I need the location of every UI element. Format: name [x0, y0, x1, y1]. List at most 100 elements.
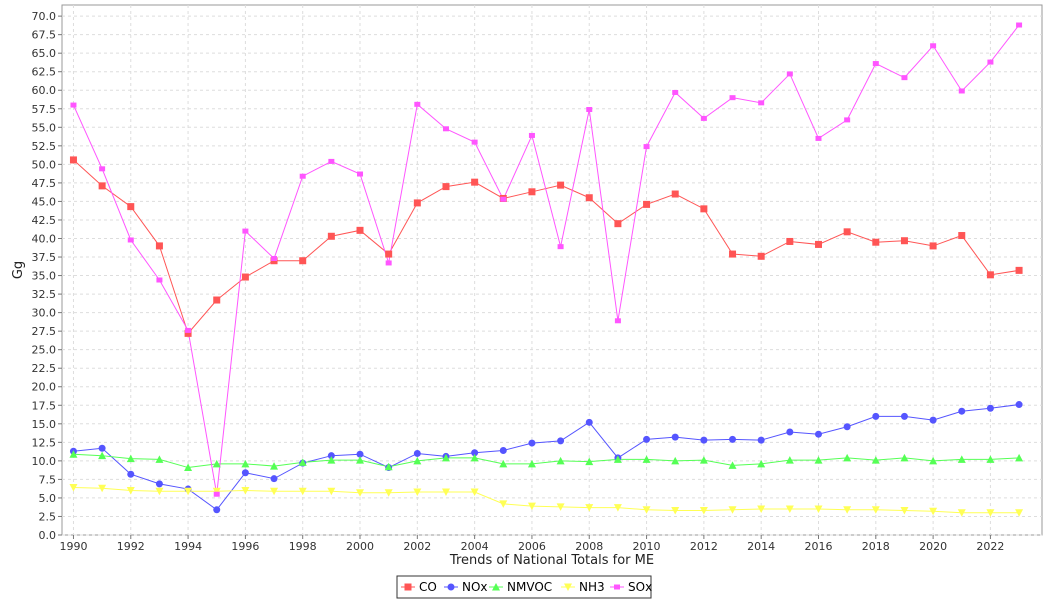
- data-point-nmvoc: [384, 462, 393, 471]
- data-point-sox: [1016, 22, 1023, 28]
- data-point-nmvoc: [126, 454, 135, 463]
- y-tick-label: 17.5: [32, 399, 57, 412]
- data-point-nox: [528, 439, 536, 447]
- grid-lines: [62, 5, 1042, 536]
- data-point-nox: [729, 435, 737, 443]
- data-point-co: [327, 232, 335, 240]
- y-tick-label: 30.0: [32, 307, 57, 320]
- data-point-nh3: [126, 487, 135, 495]
- data-point-nox: [585, 418, 593, 426]
- data-point-nh3: [270, 487, 279, 496]
- data-point-nh3: [527, 502, 536, 511]
- data-point-sox: [299, 173, 306, 179]
- x-tick-label: 2014: [747, 540, 775, 553]
- data-point-nox: [843, 423, 851, 431]
- x-tick-label: 1998: [289, 540, 317, 553]
- data-point-sox: [99, 166, 106, 172]
- x-tick-label: 2016: [804, 540, 832, 553]
- data-point-co: [929, 242, 937, 250]
- data-point-co: [127, 203, 135, 211]
- data-point-nmvoc: [298, 458, 307, 466]
- data-point-nmvoc: [241, 459, 250, 468]
- x-axis-ticks: 1990 1992 1994 1996 1998 2000 2002 2004 2006 2008…: [59, 535, 1004, 553]
- x-tick-label: 2002: [403, 540, 431, 553]
- y-tick-label: 45.0: [32, 195, 57, 208]
- y-tick-label: 2.5: [39, 510, 57, 523]
- data-point-nmvoc: [929, 456, 938, 465]
- data-point-co: [900, 237, 908, 245]
- data-point-nh3: [327, 487, 336, 496]
- y-tick-label: 22.5: [32, 362, 57, 375]
- x-tick-label: 2004: [461, 540, 489, 553]
- data-point-co: [413, 199, 421, 207]
- y-axis-ticks: 0.0 2.5 5.0 7.5 10.0 12.5 15.0 17.5 20.0 22.5 25.0…: [32, 10, 62, 542]
- x-tick-label: 1990: [59, 540, 87, 553]
- data-point-nh3: [241, 487, 250, 495]
- data-point-nmvoc: [585, 457, 594, 466]
- data-point-nmvoc: [470, 453, 479, 462]
- data-point-nh3: [499, 500, 508, 508]
- legend-item-nh3: NH3: [561, 580, 605, 594]
- data-point-nh3: [470, 488, 479, 497]
- data-point-nox: [270, 475, 278, 483]
- y-tick-label: 67.5: [32, 29, 57, 42]
- data-point-sox: [414, 101, 421, 107]
- x-tick-label: 2018: [862, 540, 890, 553]
- data-point-nh3: [155, 487, 164, 496]
- y-tick-label: 42.5: [32, 214, 57, 227]
- data-point-nox: [671, 433, 679, 441]
- y-tick-label: 50.0: [32, 158, 57, 171]
- data-point-nmvoc: [871, 456, 880, 464]
- legend-swatch-marker: [492, 583, 500, 591]
- y-axis-title: Gg: [11, 261, 26, 279]
- data-point-sox: [127, 237, 134, 243]
- x-tick-label: 1996: [231, 540, 259, 553]
- data-point-nox: [155, 480, 163, 488]
- data-point-sox: [786, 71, 793, 77]
- data-point-sox: [844, 117, 851, 123]
- x-axis-title: Trends of National Totals for ME: [449, 553, 654, 568]
- data-point-co: [729, 250, 737, 258]
- data-point-nox: [356, 450, 364, 458]
- data-point-nox: [900, 412, 908, 420]
- data-point-co: [986, 271, 994, 279]
- data-point-co: [814, 240, 822, 248]
- data-point-sox: [156, 277, 163, 283]
- data-point-sox: [815, 135, 822, 141]
- legend-item-nmvoc: NMVOC: [489, 580, 552, 594]
- data-point-nh3: [699, 507, 708, 515]
- series-line-co: [73, 159, 1020, 335]
- data-point-nh3: [900, 507, 909, 515]
- data-point-co: [557, 181, 565, 189]
- data-point-nox: [786, 428, 794, 436]
- data-point-nox: [872, 412, 880, 420]
- data-point-nmvoc: [900, 453, 909, 462]
- data-point-sox: [958, 88, 965, 94]
- legend-label: CO: [419, 580, 437, 594]
- data-point-sox: [930, 43, 937, 49]
- data-point-co: [241, 273, 249, 281]
- data-point-nh3: [212, 487, 221, 496]
- data-point-nox: [557, 437, 565, 445]
- y-tick-label: 62.5: [32, 66, 57, 79]
- data-point-co: [1015, 266, 1023, 274]
- y-tick-label: 60.0: [32, 84, 57, 97]
- data-point-co: [528, 188, 536, 196]
- y-tick-label: 65.0: [32, 47, 57, 60]
- legend-swatch-marker: [614, 584, 620, 590]
- data-point-co: [155, 242, 163, 250]
- data-point-sox: [872, 61, 879, 67]
- data-point-co: [69, 156, 77, 164]
- data-point-nmvoc: [757, 459, 766, 468]
- legend-label: NMVOC: [507, 580, 552, 594]
- y-tick-label: 15.0: [32, 418, 57, 431]
- data-point-co: [757, 252, 765, 260]
- data-point-nox: [499, 446, 507, 454]
- data-point-nmvoc: [98, 451, 107, 460]
- data-point-nh3: [957, 509, 966, 517]
- data-point-nox: [1015, 401, 1023, 409]
- data-point-sox: [242, 228, 249, 234]
- data-point-nh3: [441, 488, 450, 497]
- x-tick-label: 1992: [117, 540, 145, 553]
- data-point-nox: [241, 469, 249, 477]
